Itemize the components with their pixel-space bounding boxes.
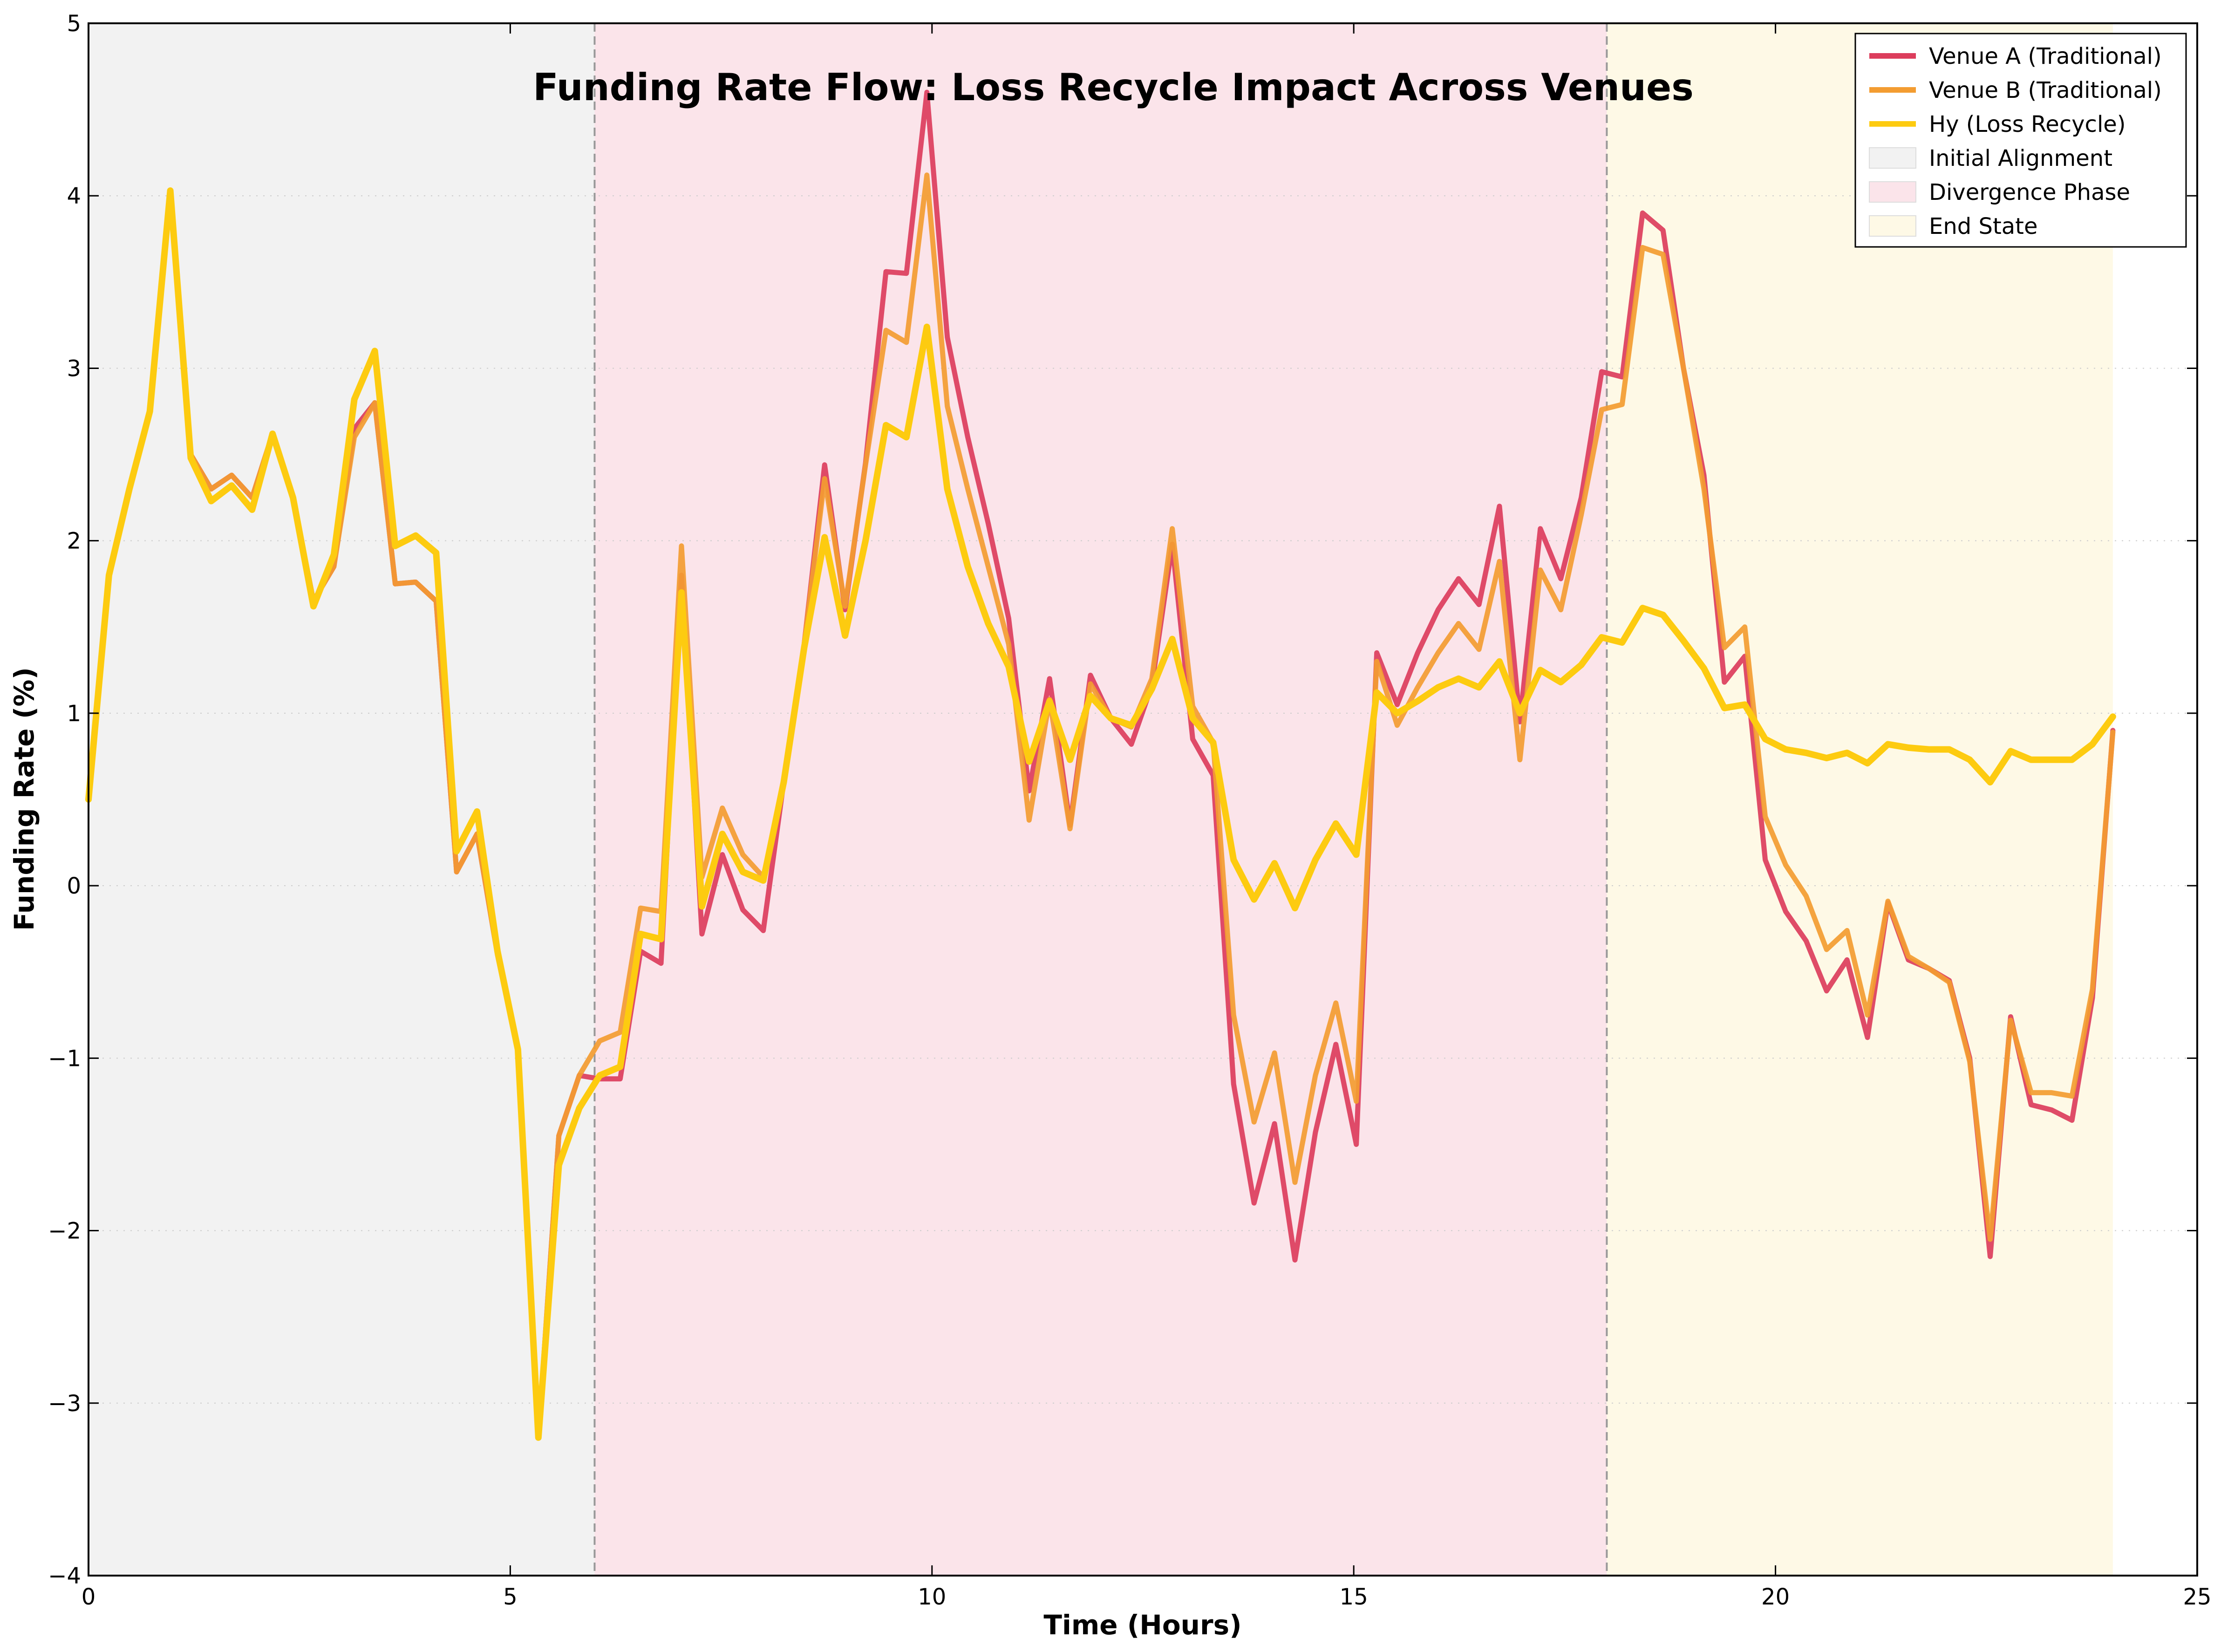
legend-swatch-divergence-phase <box>1869 181 1916 203</box>
plot-frame <box>88 22 2198 1577</box>
legend-label-venue-b-traditional: Venue B (Traditional) <box>1929 77 2162 103</box>
x-tick-label: 0 <box>82 1584 96 1610</box>
phase-boundaries <box>593 23 1608 1576</box>
legend: Venue A (Traditional) Venue B (Traditiona… <box>1854 33 2187 248</box>
y-tick-label: 1 <box>67 701 81 727</box>
x-tick-label: 10 <box>918 1584 946 1610</box>
y-axis-title: Funding Rate (%) <box>8 667 40 931</box>
series-lines <box>85 89 2116 1441</box>
legend-box <box>1854 33 2187 248</box>
y-tick-label: 5 <box>67 11 81 37</box>
y-tick-label: 3 <box>67 355 81 382</box>
x-tick-label: 20 <box>1761 1584 1790 1610</box>
y-tick-label: −4 <box>48 1563 81 1589</box>
y-tick-label: −1 <box>48 1045 81 1072</box>
phase-bands <box>89 23 2113 1576</box>
series-line-venue-b-traditional <box>86 172 2116 1440</box>
legend-label-venue-a-traditional: Venue A (Traditional) <box>1929 43 2162 69</box>
phase-band-divergence-phase <box>594 23 1607 1576</box>
y-tick-label: −3 <box>48 1391 81 1417</box>
legend-label-hy-loss-recycle: Hy (Loss Recycle) <box>1929 111 2126 137</box>
y-tick-label: 2 <box>67 528 81 554</box>
phase-band-end-state <box>1607 23 2113 1576</box>
y-tick-label: 0 <box>67 873 81 899</box>
series-line-hy-loss-recycle <box>85 187 2116 1441</box>
legend-swatch-end-state <box>1869 215 1916 237</box>
x-axis-title: Time (Hours) <box>1043 1609 1241 1641</box>
legend-label-divergence-phase: Divergence Phase <box>1929 179 2130 205</box>
phase-band-initial-alignment <box>89 23 595 1576</box>
chart-title: Funding Rate Flow: Loss Recycle Impact A… <box>533 66 1694 109</box>
legend-label-initial-alignment: Initial Alignment <box>1929 145 2112 171</box>
legend-swatch-initial-alignment <box>1869 147 1916 169</box>
x-tick-label: 25 <box>2183 1584 2211 1610</box>
x-tick-label: 15 <box>1340 1584 1368 1610</box>
y-tick-label: −2 <box>48 1218 81 1244</box>
axis-ticks: 0 5 10 15 20 25 −4 −3 −2 −1 0 1 2 3 4 5 <box>48 11 2211 1610</box>
legend-label-end-state: End State <box>1929 213 2038 239</box>
x-tick-label: 5 <box>503 1584 518 1610</box>
y-tick-label: 4 <box>67 183 81 209</box>
